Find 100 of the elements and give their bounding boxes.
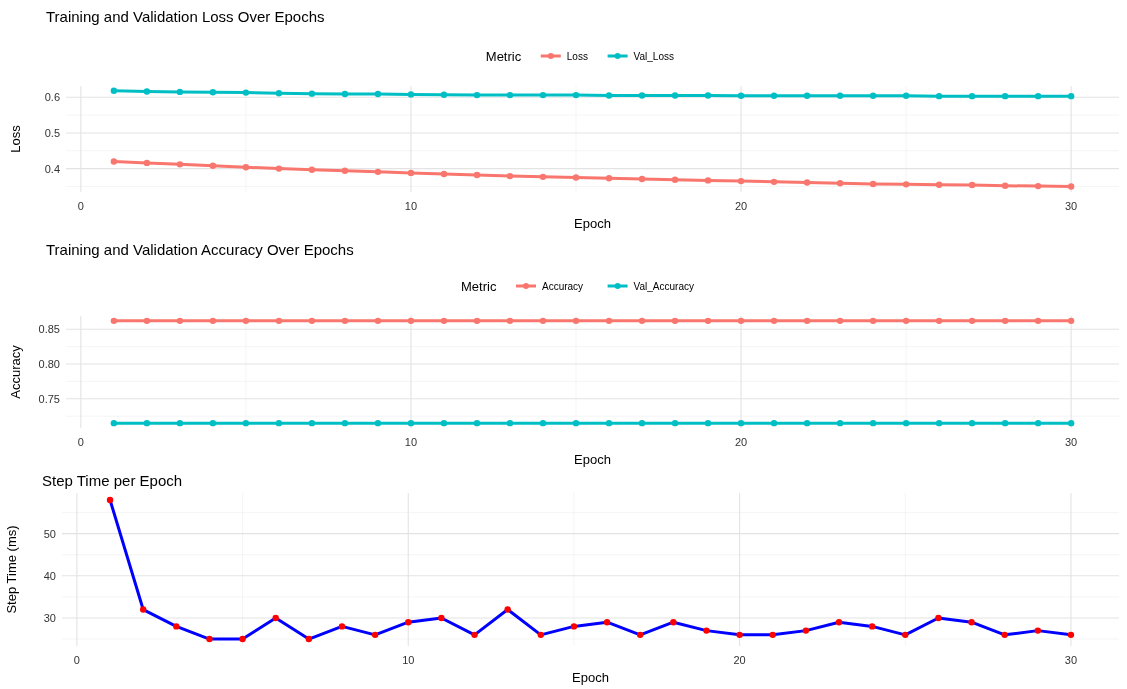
point [605,92,613,99]
point [176,161,184,168]
point [341,167,349,174]
point [1034,182,1042,190]
point [504,606,511,613]
point [1001,92,1009,100]
legend-label: Val_Accuracy [633,281,695,292]
point [206,635,213,643]
legend-label: Val_Loss [633,51,675,62]
point [305,635,313,643]
point [242,164,250,171]
point [275,90,283,97]
point [110,158,118,165]
point [338,623,346,630]
x-tick-label: 0 [77,200,84,212]
x-axis-title: Epoch [574,216,611,231]
point [737,177,745,185]
chart-title: Training and Validation Loss Over Epochs [46,8,325,25]
point [638,175,646,183]
point [438,614,445,622]
point [539,173,547,181]
point [968,92,976,100]
point [106,496,114,504]
point [935,92,943,100]
x-tick-label: 10 [404,436,418,448]
point [605,175,613,182]
x-tick-label: 20 [734,436,748,448]
point [968,618,975,626]
x-tick-label: 0 [73,654,80,666]
x-axis-title: Epoch [574,452,611,467]
point [308,90,316,97]
point [935,614,942,622]
point [374,90,382,98]
point [671,92,679,99]
point [737,92,745,100]
x-tick-label: 10 [402,654,415,666]
legend-label: Accuracy [542,281,584,292]
point [637,631,644,639]
y-tick-label: 30 [43,611,56,624]
point [770,178,778,186]
point [1034,627,1042,634]
point [704,92,712,99]
y-tick-label: 0.75 [38,392,60,405]
y-tick-label: 0.4 [44,162,60,175]
point [869,92,877,100]
y-tick-label: 0.5 [44,126,60,139]
point [868,623,876,630]
y-tick-label: 50 [43,527,56,540]
point [770,92,778,100]
point [239,635,246,643]
point [275,165,283,172]
point [836,92,844,100]
chart-title: Training and Validation Accuracy Over Epochs [46,241,354,258]
x-tick-label: 30 [1064,654,1078,666]
point [1001,631,1008,639]
point [572,91,580,99]
x-tick-label: 30 [1065,436,1078,448]
legend-title: Metric [485,49,522,64]
point [902,631,909,639]
x-tick-label: 20 [733,654,746,666]
point [473,91,481,99]
legend-title: Metric [461,279,497,294]
point [869,180,877,188]
point [703,627,710,634]
y-axis-title: Accuracy [8,344,23,399]
point [836,180,844,187]
point [143,88,151,95]
point [341,90,349,98]
point [110,87,118,95]
point [209,89,217,96]
point [209,162,217,169]
point [1067,631,1075,639]
point [1067,92,1075,100]
point [671,176,679,183]
point [173,623,180,630]
point [803,92,811,100]
y-tick-label: 0.6 [44,91,60,104]
y-axis-title: Step Time (ms) [4,525,19,614]
x-axis-title: Epoch [572,670,609,685]
point [139,606,147,613]
point [902,92,910,100]
point [570,623,578,630]
point [440,91,448,98]
point [1001,182,1009,189]
x-tick-label: 20 [734,200,748,212]
point [405,618,412,626]
x-tick-label: 0 [77,436,84,448]
point [736,631,743,639]
point [176,88,184,96]
point [272,614,279,622]
point [603,618,611,626]
point [835,618,843,626]
point [572,174,580,181]
point [802,627,810,634]
point [407,169,415,177]
point [1034,92,1042,100]
point [371,631,379,639]
chart-title: Step Time per Epoch [42,472,183,489]
point [1067,183,1075,190]
point [803,179,811,186]
